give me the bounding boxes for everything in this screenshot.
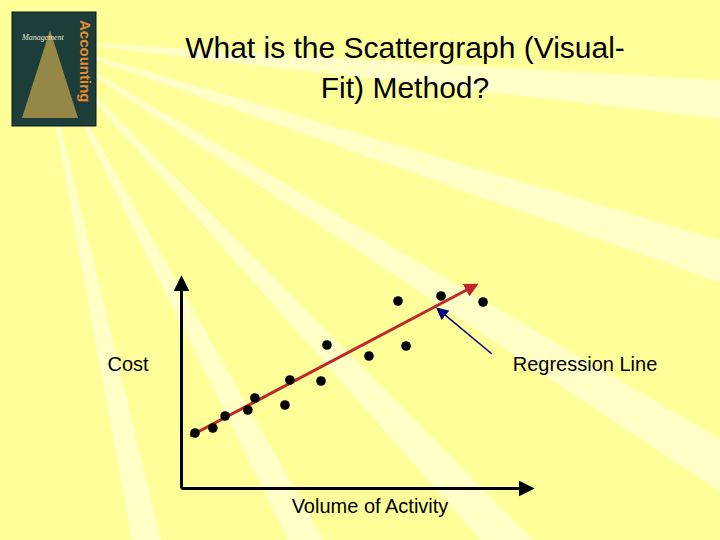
data-point [280,400,290,410]
y-axis-label: Cost [107,353,149,375]
y-axis-line [180,279,183,489]
data-point [250,393,260,403]
slide: Management Accounting What is the Scatterg… [0,0,720,540]
title-line: What is the Scattergraph (Visual- [185,31,625,64]
regression-line [190,285,476,436]
data-point [208,423,218,433]
data-point [285,375,295,385]
data-point [401,341,411,351]
plot-area [190,285,488,438]
annotation-label: Regression Line [513,353,658,375]
data-point [364,351,374,361]
data-point [220,411,230,421]
data-point [322,340,332,350]
rays [40,40,720,540]
x-axis-line [182,487,532,490]
cover-rect [12,12,96,126]
data-point [393,296,403,306]
data-point [478,297,488,307]
title-line: Fit) Method? [321,71,489,104]
annotation-arrow [438,309,492,354]
x-axis-label: Volume of Activity [292,495,449,517]
book-cover: Management Accounting [12,12,96,126]
data-point [190,428,200,438]
data-point [316,376,326,386]
data-point [436,291,446,301]
y-axis [181,279,182,489]
cover-subtitle: Management [21,33,65,42]
cover-graphic [22,30,78,118]
cover-title: Accounting [77,20,94,103]
data-point [243,405,253,415]
title: What is the Scattergraph (Visual- Fit) Me… [185,31,625,104]
x-axis [182,488,532,489]
